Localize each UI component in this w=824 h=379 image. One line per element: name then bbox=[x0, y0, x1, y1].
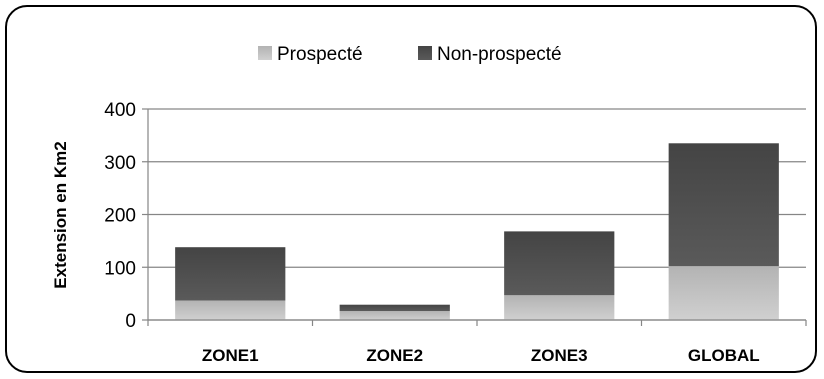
y-tick-label-300: 300 bbox=[104, 153, 136, 174]
y-axis-label: Extension en Km2 bbox=[51, 141, 70, 288]
x-category-label-zone3: ZONE3 bbox=[531, 346, 588, 365]
x-category-label-zone1: ZONE1 bbox=[202, 346, 259, 365]
bar-zone3-non-prospecte bbox=[504, 231, 615, 296]
bar-zone1-prospecte bbox=[175, 300, 286, 320]
bar-zone3-prospecte bbox=[504, 295, 615, 320]
x-category-label-zone2: ZONE2 bbox=[366, 346, 423, 365]
legend-swatch-non-prospecte bbox=[418, 46, 432, 60]
bar-global-prospecte bbox=[668, 266, 779, 320]
y-tick-label-0: 0 bbox=[125, 311, 136, 332]
legend: Prospecté Non-prospecté bbox=[258, 44, 562, 65]
bar-global-non-prospecte bbox=[668, 143, 779, 267]
legend-label-prospecte: Prospecté bbox=[277, 44, 363, 65]
legend-label-non-prospecte: Non-prospecté bbox=[437, 44, 562, 65]
bar-zone2-prospecte bbox=[339, 311, 450, 320]
bar-zone1-non-prospecte bbox=[175, 247, 286, 301]
y-tick-label-200: 200 bbox=[104, 206, 136, 227]
legend-swatch-prospecte bbox=[258, 46, 272, 60]
axes: 0 100 200 300 400 ZONE1 ZONE2 ZONE3 GLOBAL bbox=[104, 100, 807, 365]
bar-zone2-non-prospecte bbox=[339, 304, 450, 312]
y-tick-label-100: 100 bbox=[104, 258, 136, 279]
y-tick-label-400: 400 bbox=[104, 100, 136, 121]
x-category-label-global: GLOBAL bbox=[688, 346, 760, 365]
bars bbox=[175, 143, 779, 320]
